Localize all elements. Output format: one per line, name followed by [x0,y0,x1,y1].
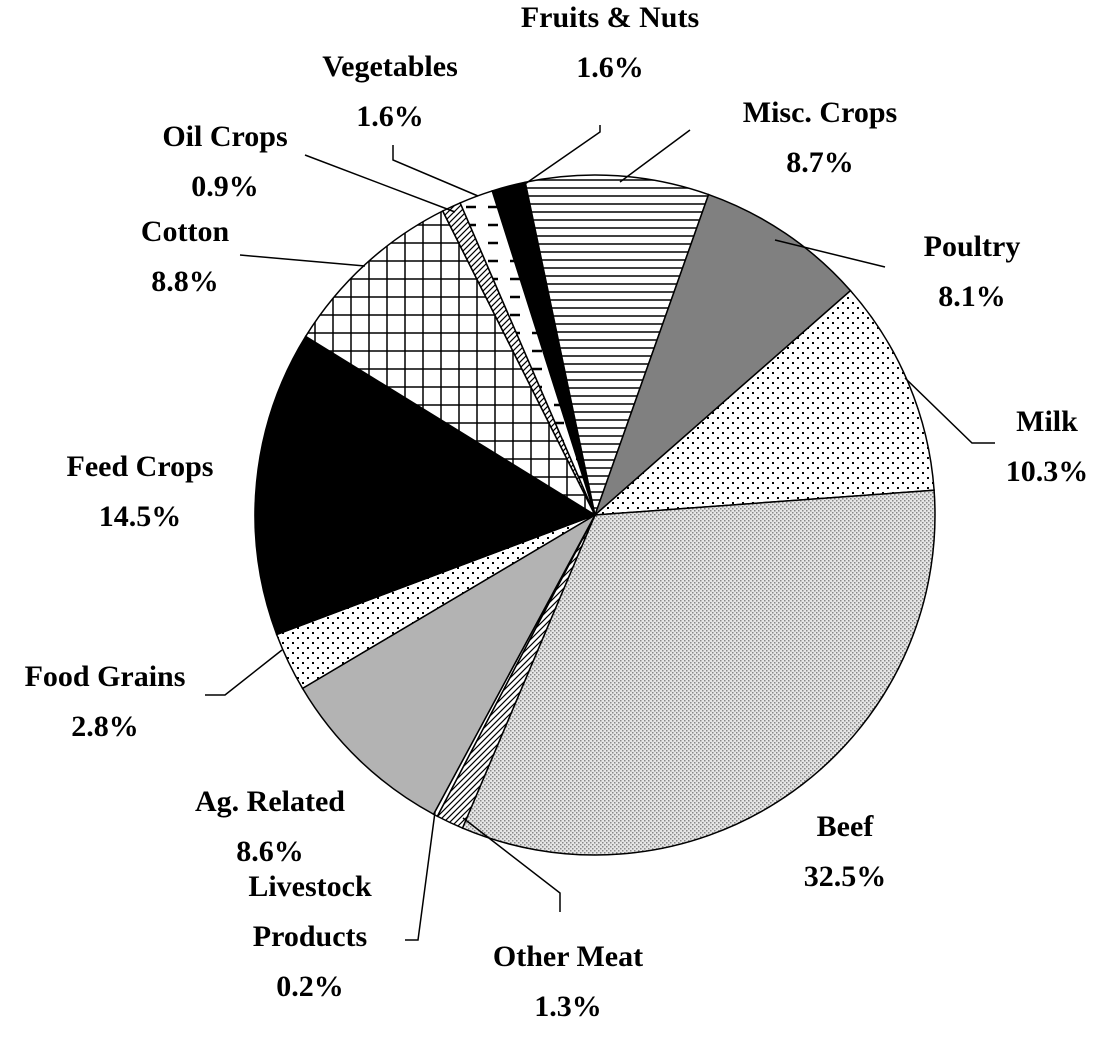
slice-label: Livestock Products [248,870,372,953]
slice-value-label: 8.1% [938,280,1006,313]
pie-slice [461,489,936,856]
slice-label: Milk [1016,405,1078,438]
slice-value-label: 32.5% [803,860,887,893]
slice-value-label: 14.5% [98,500,182,533]
slice-label: Misc. Crops [742,96,898,129]
pie-slice [524,174,710,518]
leader-line [392,145,479,197]
slice-value-label: 1.6% [576,51,644,84]
leader-line [462,817,561,912]
leader-line [304,154,456,213]
pie-slice [301,512,597,816]
slice-label: Cotton [140,215,230,248]
slice-label: Fruits & Nuts [520,1,700,34]
leader-line [619,129,691,183]
leader-line [511,125,601,194]
leader-line [405,811,436,941]
slice-label: Other Meat [492,940,644,973]
slice-value-label: 1.6% [356,100,424,133]
slice-value-label: 0.2% [276,970,344,1003]
pie-slice [593,193,852,518]
slice-label: Oil Crops [162,120,288,153]
leader-line [774,239,886,268]
leader-line [205,649,283,696]
leader-line [904,377,995,444]
slice-label: Beef [816,810,874,843]
leader-line [239,254,366,267]
slice-value-label: 1.3% [534,990,602,1023]
slice-value-label: 2.8% [71,710,139,743]
slice-value-label: 8.7% [786,146,854,179]
slice-value-label: 10.3% [1005,455,1089,488]
pie-slice [254,335,597,636]
slice-label: Feed Crops [66,450,214,483]
slice-label: Ag. Related [195,785,345,818]
slice-label: Food Grains [24,660,186,693]
slice-value-label: 8.6% [236,835,304,868]
slice-label: Poultry [923,230,1021,263]
pie-slice [592,289,935,516]
pie-slice [459,189,596,516]
slice-label: Vegetables [322,50,458,83]
slice-value-label: 0.9% [191,170,259,203]
slice-value-label: 8.8% [151,265,219,298]
pie-slice [304,210,597,518]
